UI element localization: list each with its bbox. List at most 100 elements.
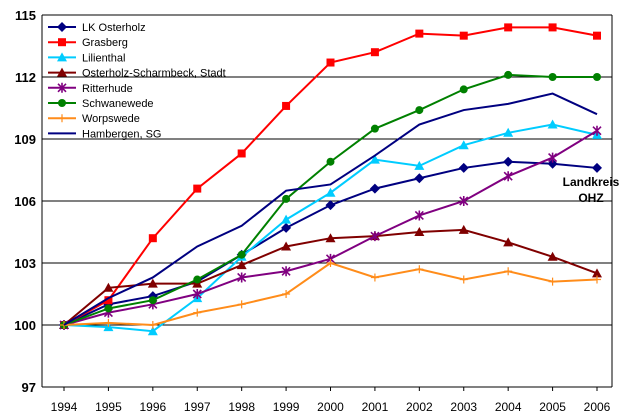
legend-item-1: Grasberg (48, 37, 128, 49)
point-4-8 (414, 210, 424, 221)
point-3-2 (147, 278, 158, 288)
point-6-10 (504, 267, 513, 276)
legend-label-5: Schwanewede (82, 98, 154, 110)
point-3-6 (325, 233, 336, 243)
point-0-7 (369, 183, 380, 194)
point-6-2 (148, 321, 157, 329)
point-4-5 (281, 266, 291, 277)
point-4-10 (503, 171, 513, 182)
x-tick-label-2004: 2004 (495, 400, 522, 414)
y-tick-label-109: 109 (14, 132, 36, 147)
point-5-2 (148, 296, 157, 305)
series-line-7 (63, 92, 598, 326)
point-1-8 (415, 29, 424, 38)
legend-label-7: Hambergen, SG (82, 128, 161, 140)
point-6-1 (104, 318, 113, 327)
point-0-12 (592, 162, 602, 173)
point-5-1 (104, 304, 113, 313)
point-3-4 (236, 260, 247, 270)
legend-item-0: LK Osterholz (48, 22, 146, 34)
point-2-5 (281, 214, 292, 224)
point-6-11 (548, 277, 557, 286)
point-1-6 (326, 58, 335, 67)
point-3-8 (414, 227, 425, 236)
x-tick-label-1996: 1996 (139, 400, 166, 414)
x-tick-label-2000: 2000 (317, 400, 344, 414)
legend-label-1: Grasberg (82, 37, 128, 49)
annotation-line-1: Landkreis (563, 175, 619, 189)
x-tick-label-2003: 2003 (450, 400, 477, 414)
point-1-11 (548, 23, 557, 32)
point-1-7 (370, 48, 379, 57)
point-6-5 (282, 290, 291, 298)
point-5-5 (282, 194, 291, 203)
point-4-3 (192, 289, 202, 299)
series-4 (59, 125, 602, 330)
legend-label-0: LK Osterholz (82, 22, 146, 34)
point-6-9 (459, 275, 468, 284)
point-3-12 (592, 268, 602, 278)
point-2-7 (369, 154, 380, 164)
point-2-6 (325, 187, 336, 197)
legend-marker-5 (58, 99, 66, 107)
point-5-7 (370, 124, 379, 133)
series-1 (60, 23, 601, 329)
legend-marker-4 (57, 82, 67, 93)
point-0-11 (547, 158, 558, 169)
legend-label-2: Lilienthal (82, 52, 125, 64)
series-5 (60, 70, 601, 329)
x-tick-label-1995: 1995 (95, 400, 122, 414)
point-3-10 (503, 237, 514, 247)
point-4-7 (370, 231, 380, 242)
point-1-5 (282, 101, 291, 110)
point-1-9 (459, 31, 468, 40)
legend-marker-3 (57, 67, 67, 77)
point-4-11 (548, 152, 558, 163)
point-1-4 (237, 149, 246, 158)
legend-label-3: Osterholz-Scharmbeck, Stadt (82, 68, 226, 80)
y-tick-label-97: 97 (22, 380, 36, 395)
point-4-9 (459, 196, 469, 206)
point-5-8 (415, 106, 424, 115)
point-1-3 (193, 184, 202, 193)
point-4-4 (237, 272, 247, 283)
point-1-10 (504, 23, 513, 32)
legend-item-7: Hambergen, SG (48, 128, 161, 140)
point-5-9 (459, 85, 468, 94)
point-6-3 (193, 308, 202, 317)
point-0-6 (325, 200, 336, 211)
point-2-10 (503, 127, 514, 137)
annotation: Landkreis OHZ (563, 175, 619, 205)
point-0-5 (281, 222, 292, 233)
point-6-8 (415, 265, 424, 274)
legend-item-4: Ritterhude (48, 82, 133, 95)
point-5-3 (193, 275, 202, 284)
point-6-7 (370, 273, 379, 282)
point-1-2 (148, 234, 157, 243)
legend-marker-6 (58, 114, 66, 123)
point-4-12 (592, 125, 602, 136)
series-7 (63, 92, 598, 326)
point-5-6 (326, 157, 335, 166)
x-tick-label-1994: 1994 (51, 400, 78, 414)
point-5-12 (593, 73, 601, 81)
series-lines (59, 23, 602, 336)
point-6-12 (593, 275, 601, 284)
point-5-4 (237, 250, 246, 259)
legend-marker-0 (57, 22, 67, 32)
legend-item-6: Worpswede (48, 113, 140, 125)
x-tick-label-2006: 2006 (584, 400, 611, 414)
x-tick-label-2002: 2002 (406, 400, 433, 414)
point-6-4 (237, 300, 246, 309)
x-tick-label-1997: 1997 (184, 400, 211, 414)
point-3-5 (281, 241, 292, 251)
x-tick-label-1998: 1998 (228, 400, 255, 414)
point-2-9 (458, 140, 469, 150)
axes: 97 100 103 106 109 112 115 1994 1995 1996 1997 1998… (14, 8, 613, 414)
point-0-8 (414, 173, 425, 184)
legend-label-6: Worpswede (82, 113, 140, 125)
legend-item-2: Lilienthal (48, 52, 125, 64)
